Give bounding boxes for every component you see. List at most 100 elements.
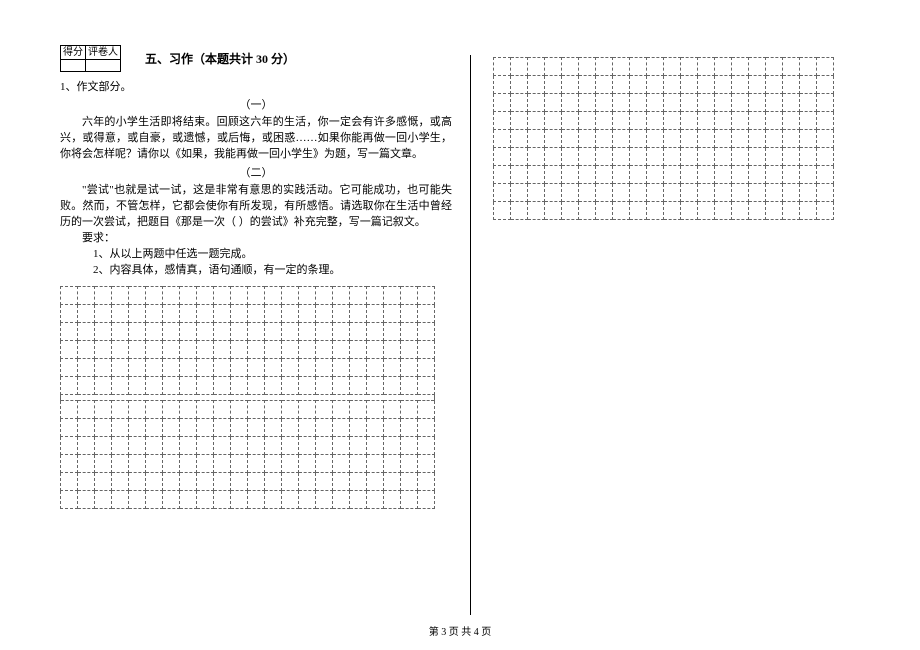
grid-cell xyxy=(783,94,800,112)
grid-cell xyxy=(163,323,180,341)
grid-cell xyxy=(783,112,800,130)
grid-cell xyxy=(146,401,163,419)
grid-cell xyxy=(231,455,248,473)
grid-cell xyxy=(350,377,367,395)
grid-cell xyxy=(299,455,316,473)
grid-cell xyxy=(511,202,528,220)
score-table: 得分 评卷人 xyxy=(60,45,121,72)
grid-cell xyxy=(613,184,630,202)
grid-cell xyxy=(384,437,401,455)
grid-cell xyxy=(180,377,197,395)
grid-cell xyxy=(265,491,282,509)
grid-cell xyxy=(180,473,197,491)
grid-cell xyxy=(783,76,800,94)
grid-cell xyxy=(95,491,112,509)
grid-cell xyxy=(248,401,265,419)
grid-cell xyxy=(384,323,401,341)
grid-cell xyxy=(248,419,265,437)
grid-cell xyxy=(732,148,749,166)
grid-cell xyxy=(180,341,197,359)
grid-cell xyxy=(562,166,579,184)
requirement-2: 2、内容具体，感情真，语句通顺，有一定的条理。 xyxy=(60,262,452,278)
grid-cell xyxy=(367,377,384,395)
grid-cell xyxy=(732,130,749,148)
grid-cell xyxy=(367,287,384,305)
grid-cell xyxy=(78,287,95,305)
grid-cell xyxy=(197,401,214,419)
grid-cell xyxy=(511,76,528,94)
grid-cell xyxy=(596,112,613,130)
grid-cell xyxy=(511,184,528,202)
grid-cell xyxy=(715,94,732,112)
grid-cell xyxy=(146,437,163,455)
grid-cell xyxy=(180,287,197,305)
grid-cell xyxy=(146,491,163,509)
grid-cell xyxy=(163,359,180,377)
grid-cell xyxy=(129,377,146,395)
grid-cell xyxy=(647,184,664,202)
grid-cell xyxy=(418,401,435,419)
grid-cell xyxy=(112,359,129,377)
grid-cell xyxy=(282,401,299,419)
grid-cell xyxy=(766,202,783,220)
grid-cell xyxy=(129,287,146,305)
grid-cell xyxy=(214,401,231,419)
grid-cell xyxy=(231,401,248,419)
grid-cell xyxy=(316,419,333,437)
grid-cell xyxy=(231,341,248,359)
grid-cell xyxy=(265,377,282,395)
grid-cell xyxy=(78,305,95,323)
grid-cell xyxy=(579,148,596,166)
grid-cell xyxy=(494,94,511,112)
grid-cell xyxy=(783,184,800,202)
grid-cell xyxy=(579,112,596,130)
grid-cell xyxy=(231,305,248,323)
item-1-label: 1、作文部分。 xyxy=(60,78,452,94)
grid-cell xyxy=(78,455,95,473)
grid-cell xyxy=(350,437,367,455)
grid-cell xyxy=(282,377,299,395)
grid-cell xyxy=(112,305,129,323)
grid-cell xyxy=(545,58,562,76)
grid-cell xyxy=(316,401,333,419)
grid-cell xyxy=(333,491,350,509)
grid-cell xyxy=(316,341,333,359)
grid-cell xyxy=(95,341,112,359)
grid-cell xyxy=(579,130,596,148)
grid-cell xyxy=(214,359,231,377)
grid-cell xyxy=(197,419,214,437)
grid-cell xyxy=(265,323,282,341)
grid-cell xyxy=(197,305,214,323)
grid-cell xyxy=(333,359,350,377)
requirement-1: 1、从以上两题中任选一题完成。 xyxy=(60,246,452,262)
grid-cell xyxy=(681,184,698,202)
grid-cell xyxy=(78,323,95,341)
grid-cell xyxy=(401,287,418,305)
grid-cell xyxy=(715,130,732,148)
grid-cell xyxy=(333,455,350,473)
grid-cell xyxy=(715,184,732,202)
grid-cell xyxy=(511,166,528,184)
grid-cell xyxy=(316,491,333,509)
grid-cell xyxy=(265,473,282,491)
grid-cell xyxy=(61,491,78,509)
grid-cell xyxy=(698,58,715,76)
grid-cell xyxy=(95,401,112,419)
grid-cell xyxy=(596,58,613,76)
right-column xyxy=(471,45,851,610)
score-cell-blank xyxy=(61,60,86,72)
grid-cell xyxy=(299,419,316,437)
grid-cell xyxy=(545,202,562,220)
grid-cell xyxy=(231,437,248,455)
grid-cell xyxy=(579,184,596,202)
grid-cell xyxy=(630,58,647,76)
grid-cell xyxy=(146,359,163,377)
grid-cell xyxy=(163,437,180,455)
grid-cell xyxy=(367,437,384,455)
grid-cell xyxy=(316,305,333,323)
grid-cell xyxy=(384,287,401,305)
grid-cell xyxy=(766,148,783,166)
grid-cell xyxy=(528,148,545,166)
grid-cell xyxy=(698,166,715,184)
grid-cell xyxy=(613,166,630,184)
